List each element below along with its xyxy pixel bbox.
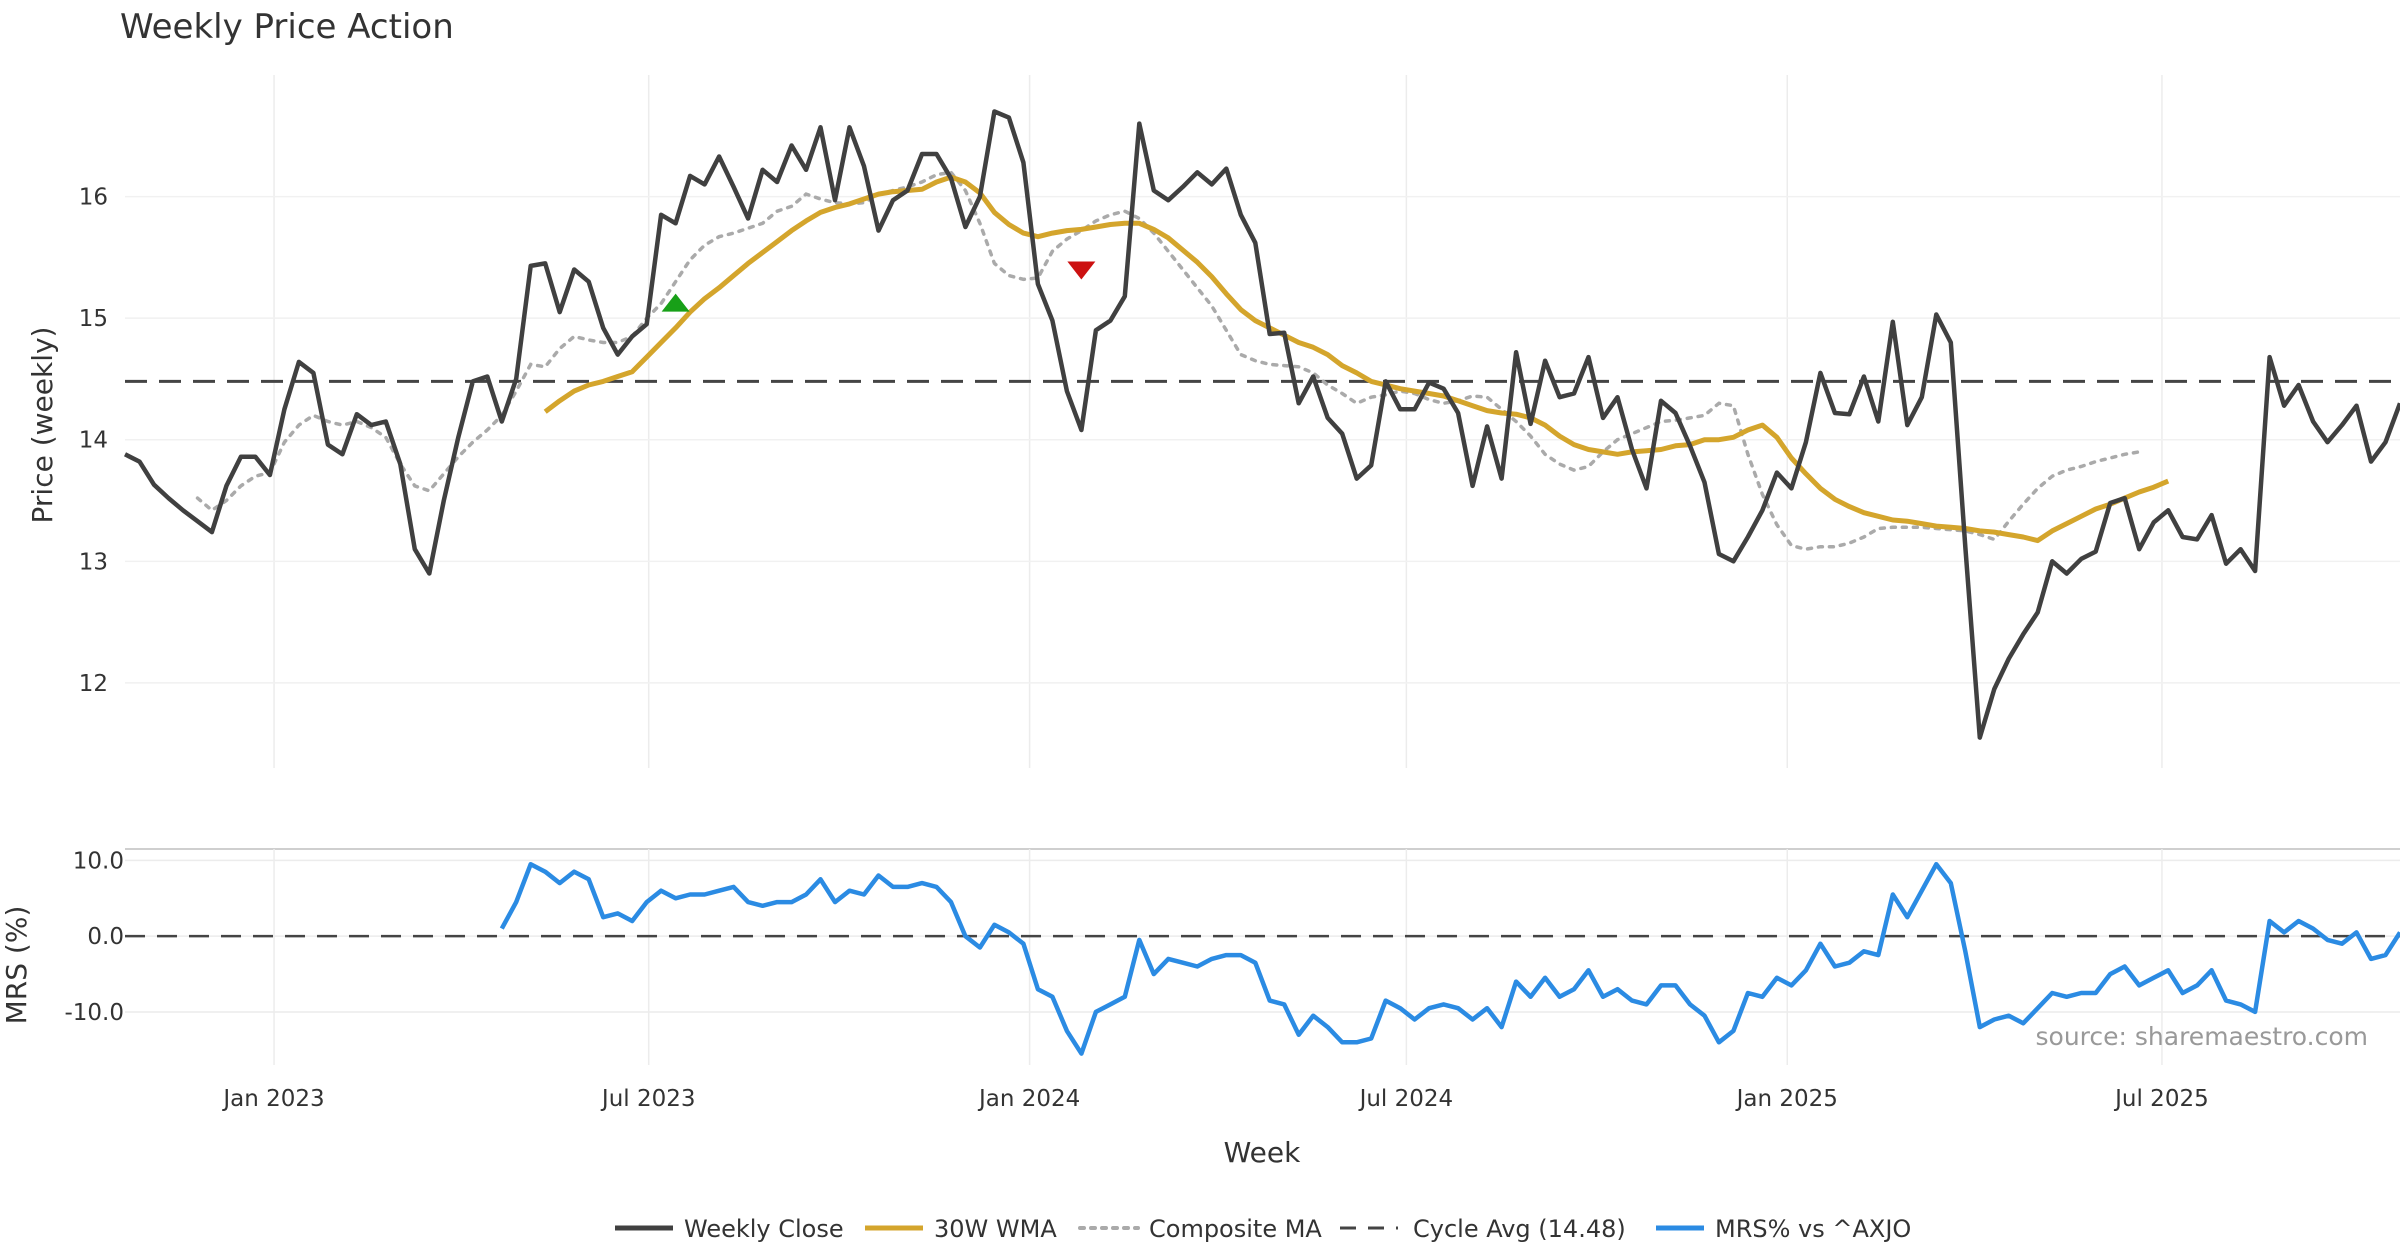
composite-ma-line — [195, 170, 2141, 551]
legend-label-cycle-avg: Cycle Avg (14.48) — [1413, 1215, 1626, 1243]
x-tick-label: Jul 2025 — [2113, 1086, 2209, 1112]
mrs-y-ticks: 10.0 0.0 -10.0 — [64, 848, 124, 1026]
price-y-ticks: 12 13 14 15 16 — [79, 185, 108, 697]
price-y-tick-label: 14 — [79, 428, 108, 454]
legend-label-mrs: MRS% vs ^AXJO — [1715, 1215, 1911, 1243]
legend-label-composite-ma: Composite MA — [1149, 1215, 1322, 1243]
price-y-tick-label: 15 — [79, 306, 108, 332]
signal-markers — [661, 261, 1096, 312]
chart-title: Weekly Price Action — [120, 7, 454, 47]
legend-label-weekly-close: Weekly Close — [684, 1215, 844, 1243]
buy-signal-marker — [661, 293, 690, 312]
price-panel: 12 13 14 15 16 Price (weekly) — [26, 75, 2400, 768]
x-tick-label: Jul 2023 — [600, 1086, 696, 1112]
legend-label-wma: 30W WMA — [934, 1215, 1057, 1243]
mrs-panel: 10.0 0.0 -10.0 MRS (%) source: sharemaestr… — [0, 848, 2400, 1065]
wma-30w-line — [543, 174, 2170, 544]
mrs-y-tick-label: 10.0 — [73, 848, 124, 874]
mrs-gridlines — [125, 849, 2400, 1065]
sell-signal-marker — [1067, 261, 1096, 280]
x-tick-label: Jul 2024 — [1358, 1086, 1454, 1112]
price-y-axis-label: Price (weekly) — [26, 327, 59, 524]
x-tick-label: Jan 2023 — [221, 1086, 324, 1112]
source-note: source: sharemaestro.com — [2036, 1022, 2369, 1051]
legend: Weekly Close 30W WMA Composite MA Cycle … — [615, 1215, 1911, 1243]
mrs-y-axis-label: MRS (%) — [0, 906, 33, 1025]
price-y-tick-label: 16 — [79, 185, 108, 211]
mrs-y-tick-label: 0.0 — [87, 924, 124, 950]
price-gridlines — [125, 75, 2400, 768]
weekly-close-line — [123, 109, 2400, 740]
x-tick-label: Jan 2024 — [977, 1086, 1080, 1112]
price-y-tick-label: 13 — [79, 549, 108, 575]
x-axis-ticks: Jan 2023 Jul 2023 Jan 2024 Jul 2024 Jan 2025… — [221, 1086, 2208, 1112]
x-tick-label: Jan 2025 — [1735, 1086, 1838, 1112]
mrs-line — [499, 861, 2400, 1056]
mrs-y-tick-label: -10.0 — [64, 1000, 124, 1026]
price-y-tick-label: 12 — [79, 671, 108, 697]
x-axis-label: Week — [1224, 1136, 1301, 1169]
